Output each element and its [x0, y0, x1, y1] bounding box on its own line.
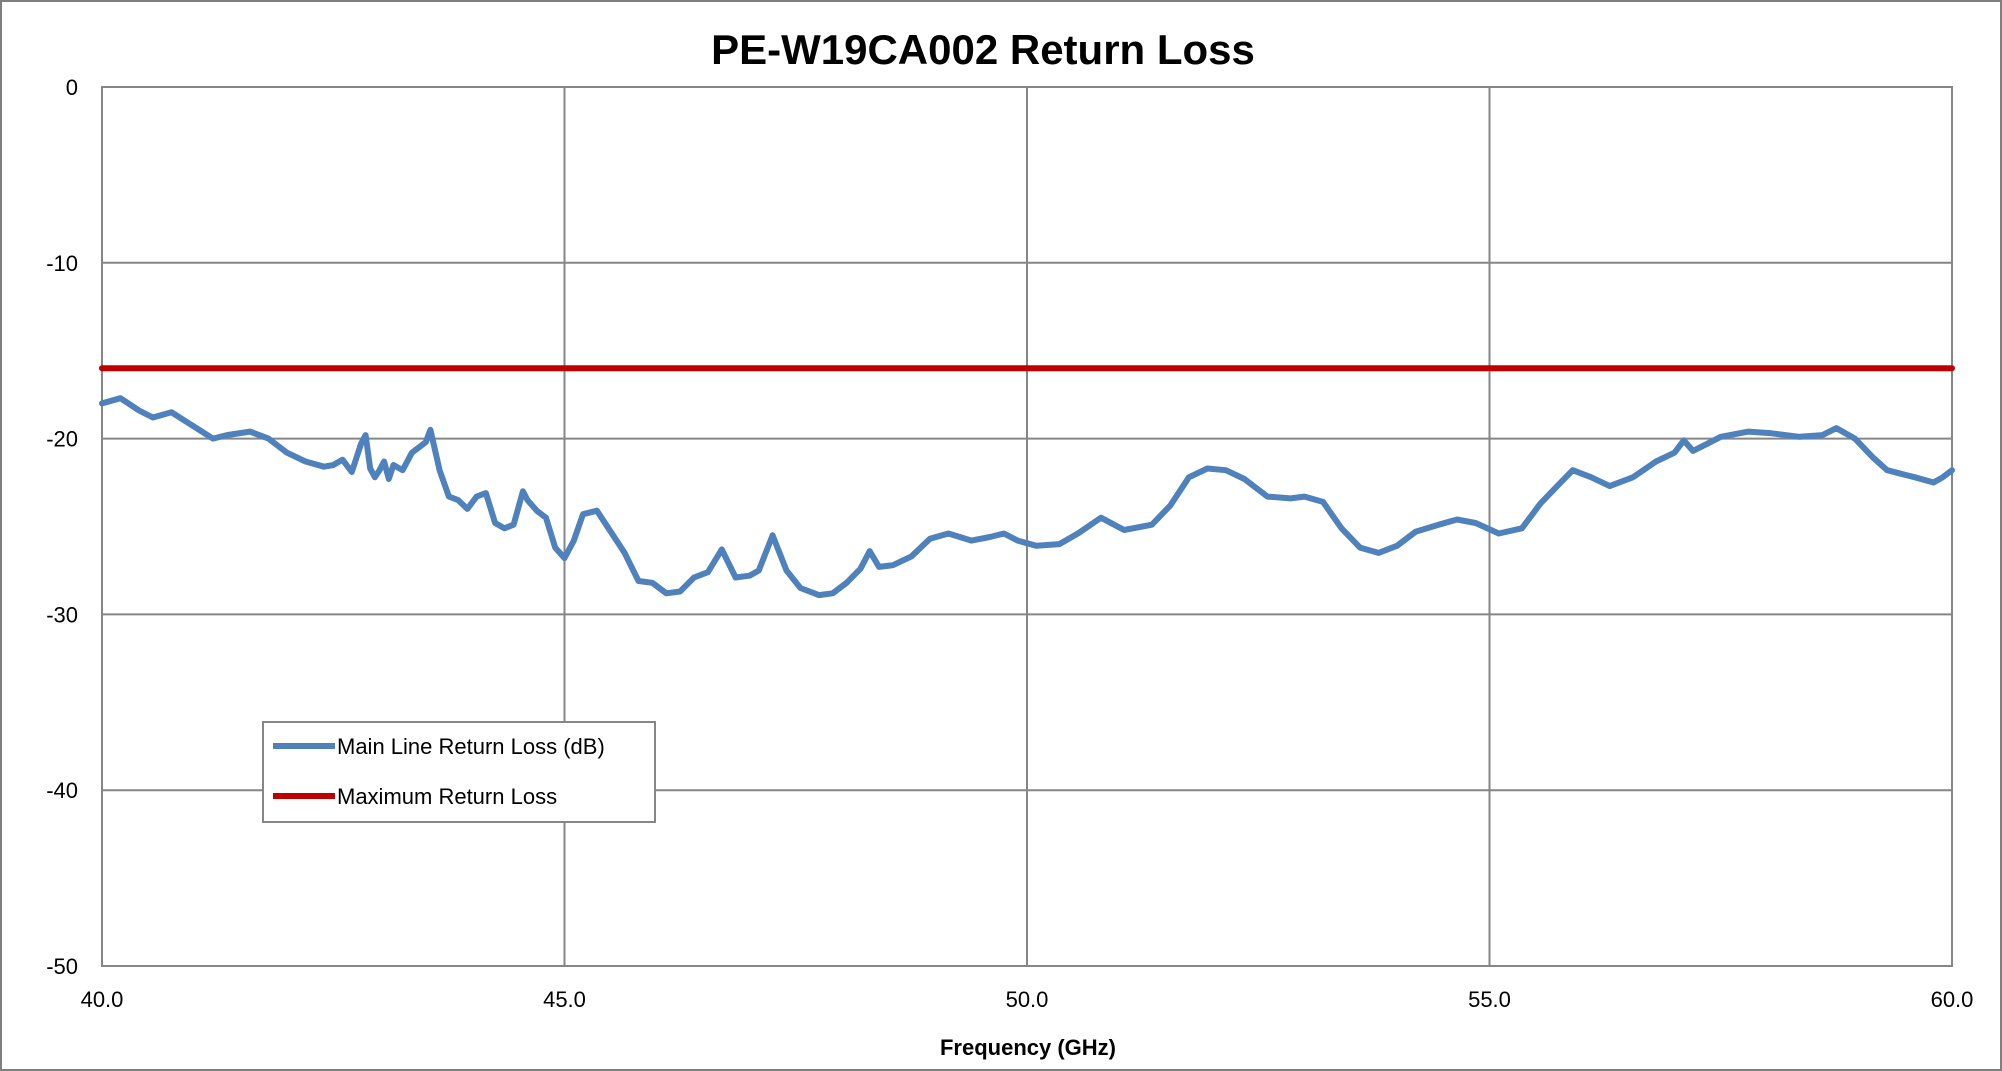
x-tick-label: 55.0: [1468, 987, 1511, 1012]
legend: Main Line Return Loss (dB) Maximum Retur…: [262, 721, 656, 823]
x-tick-label: 45.0: [543, 987, 586, 1012]
y-tick-label: -30: [46, 602, 78, 627]
x-axis-ticks: 40.0 45.0 50.0 55.0 60.0: [81, 987, 1974, 1012]
chart-title: PE-W19CA002 Return Loss: [711, 26, 1255, 73]
y-tick-label: -20: [46, 427, 78, 452]
x-tick-label: 40.0: [81, 987, 124, 1012]
x-axis-label: Frequency (GHz): [940, 1035, 1116, 1060]
y-tick-label: -50: [46, 954, 78, 979]
main-line-return-loss-series: [99, 395, 1955, 599]
grid: [101, 86, 1953, 967]
y-tick-label: 0: [66, 75, 78, 100]
series-group: [99, 365, 1955, 599]
y-axis-ticks: 0 -10 -20 -30 -40 -50: [46, 75, 78, 979]
legend-box: [262, 721, 656, 823]
legend-label-maximum: Maximum Return Loss: [337, 784, 557, 809]
x-tick-label: 50.0: [1006, 987, 1049, 1012]
legend-label-main-line: Main Line Return Loss (dB): [337, 734, 605, 759]
y-tick-label: -40: [46, 778, 78, 803]
y-tick-label: -10: [46, 251, 78, 276]
x-tick-label: 60.0: [1931, 987, 1974, 1012]
